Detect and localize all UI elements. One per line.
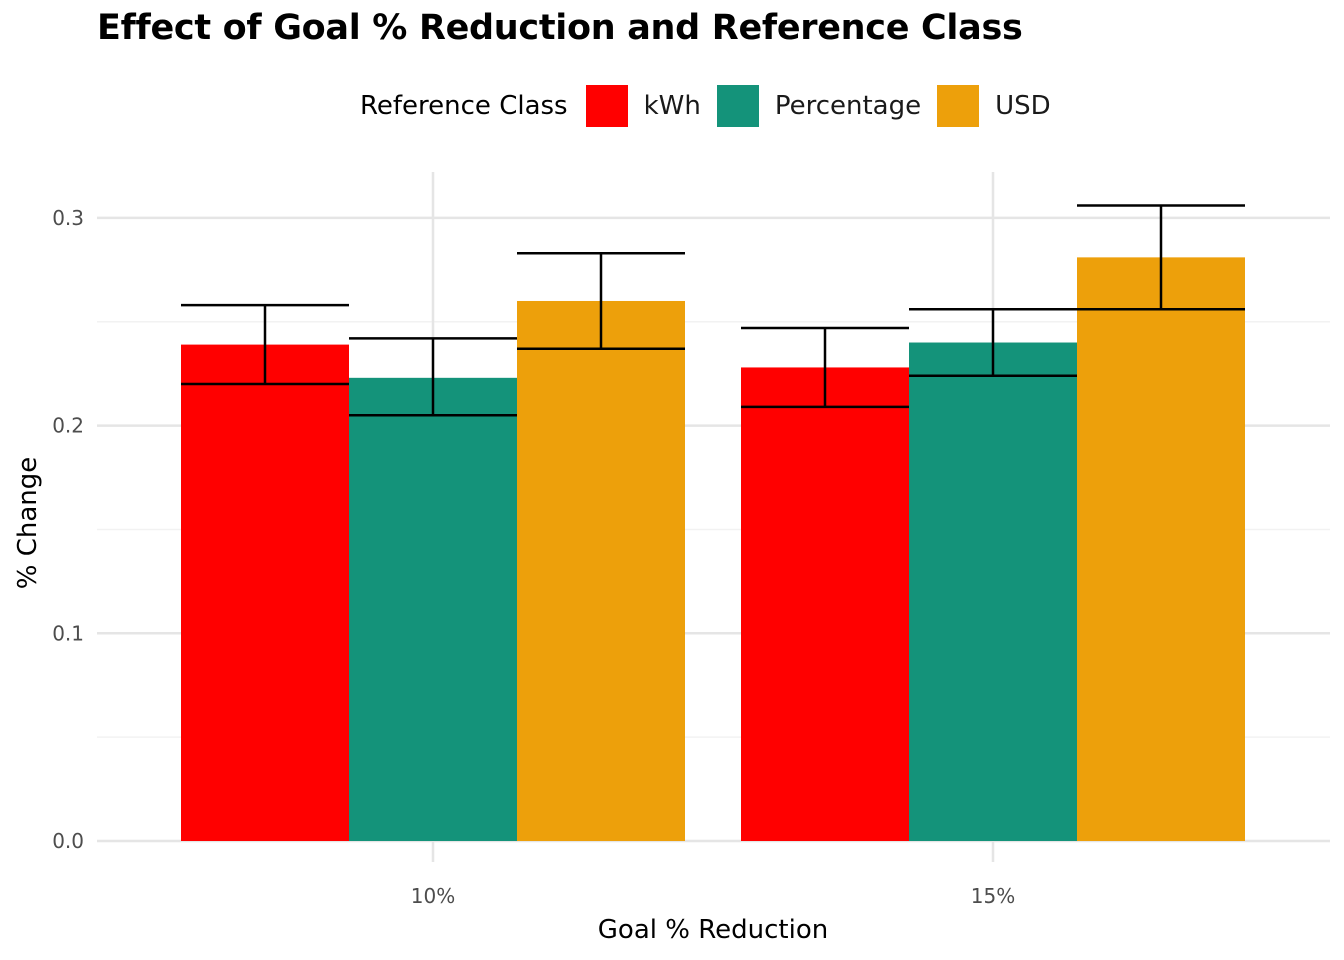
legend-title: Reference Class <box>360 91 568 121</box>
bar-percentage-10pct <box>349 377 517 841</box>
error-bar-percentage-10pct <box>349 337 517 417</box>
y-axis-ticks: 0.0 0.1 0.2 0.3 <box>52 206 84 853</box>
bar-usd-10pct <box>517 300 685 842</box>
error-bar-kwh-15pct <box>741 326 909 409</box>
x-tick-label: 15% <box>971 884 1015 908</box>
legend-label-usd: USD <box>995 91 1051 121</box>
y-tick-label: 0.2 <box>52 414 84 438</box>
legend-key-percentage <box>716 85 759 127</box>
legend-item-percentage: Percentage <box>716 85 922 127</box>
bar-kwh-15pct <box>741 367 909 841</box>
legend-item-usd: USD <box>937 85 1051 127</box>
legend-label-percentage: Percentage <box>774 91 922 121</box>
y-tick-label: 0.3 <box>52 206 84 230</box>
x-tick-label: 10% <box>411 884 455 908</box>
error-bar-usd-15pct <box>1077 204 1245 311</box>
error-bar-usd-10pct <box>517 251 685 351</box>
bars <box>181 257 1245 842</box>
y-tick-label: 0.0 <box>52 829 84 853</box>
legend-item-kwh: kWh <box>585 85 701 127</box>
error-bars <box>181 204 1245 417</box>
error-bar-kwh-10pct <box>181 303 349 386</box>
chart-title: Effect of Goal % Reduction and Reference… <box>97 8 1023 48</box>
y-tick-label: 0.1 <box>52 621 84 645</box>
bar-percentage-15pct <box>909 342 1077 841</box>
error-bar-percentage-15pct <box>909 308 1077 378</box>
x-axis-title: Goal % Reduction <box>598 915 828 945</box>
bar-kwh-10pct <box>181 344 349 841</box>
legend-key-kwh <box>585 85 628 127</box>
y-axis-title: % Change <box>13 457 43 590</box>
x-axis-ticks: 10% 15% <box>411 884 1015 908</box>
bar-usd-15pct <box>1077 257 1245 841</box>
legend-key-usd <box>937 85 980 127</box>
legend-label-kwh: kWh <box>643 91 701 121</box>
legend: Reference Class kWh Percentage USD <box>360 85 1067 127</box>
